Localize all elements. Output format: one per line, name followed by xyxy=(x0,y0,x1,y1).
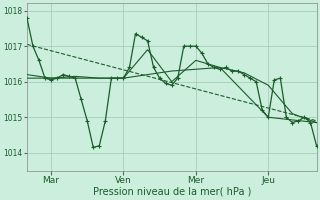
X-axis label: Pression niveau de la mer( hPa ): Pression niveau de la mer( hPa ) xyxy=(92,187,251,197)
